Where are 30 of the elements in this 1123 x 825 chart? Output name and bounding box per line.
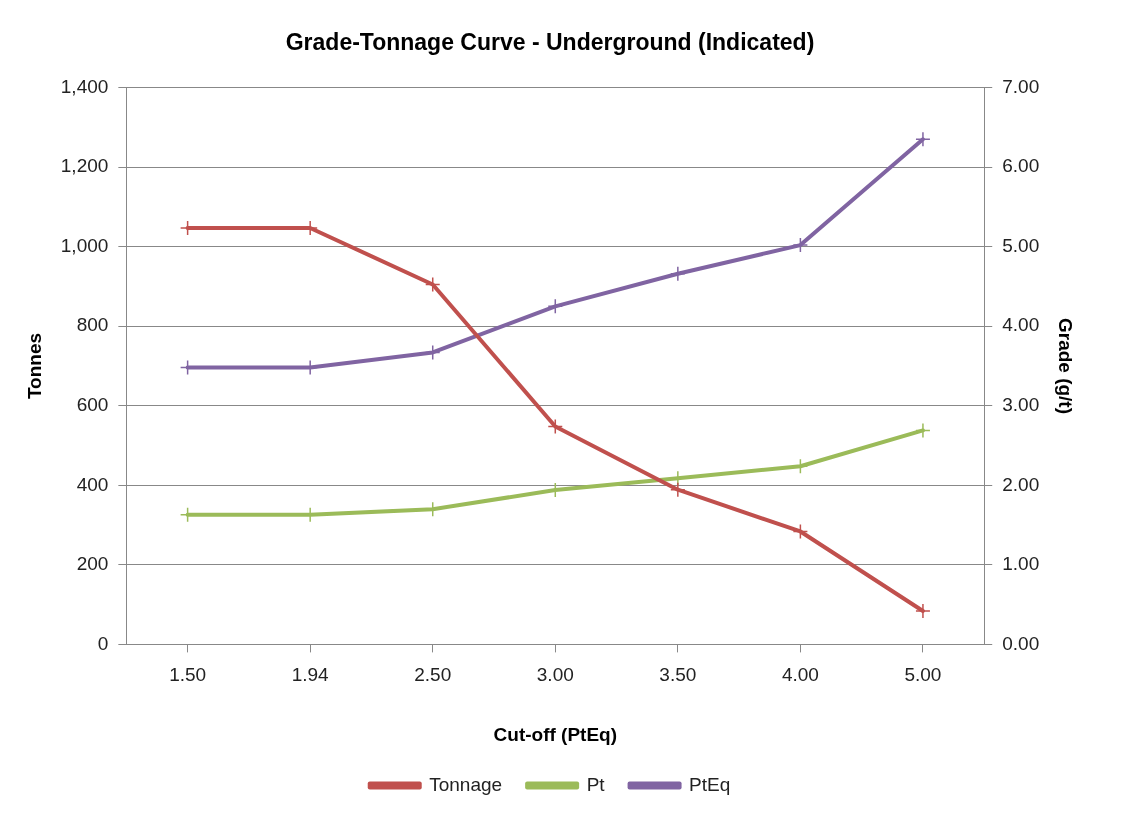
y2-tick-label: 1.00 [1002, 553, 1040, 575]
x-tick-label: 3.00 [536, 664, 574, 686]
y-tick-label: 600 [76, 394, 109, 416]
legend-label: Pt [586, 773, 606, 795]
x-tick-label: 3.50 [659, 664, 697, 686]
legend-label: Tonnage [429, 773, 503, 795]
y2-tick-label: 7.00 [1002, 75, 1040, 97]
x-tick-label: 5.00 [904, 664, 942, 686]
y-tick-label: 1,200 [60, 155, 109, 177]
y-tick-label: 400 [76, 473, 109, 495]
x-tick-label: 2.50 [414, 664, 452, 686]
y-axis-title: Tonnes [23, 332, 45, 400]
y-tick-label: 1,400 [60, 75, 109, 97]
x-tick-label: 1.50 [169, 664, 207, 686]
y-tick-label: 800 [76, 314, 109, 336]
y2-tick-label: 3.00 [1002, 394, 1040, 416]
y2-tick-label: 6.00 [1002, 155, 1040, 177]
chart-title: Grade-Tonnage Curve - Underground (Indicated) [285, 29, 815, 56]
x-axis-title: Cut-off (PtEq) [493, 723, 618, 745]
y-tick-label: 1,000 [60, 234, 109, 256]
y2-tick-label: 5.00 [1002, 234, 1040, 256]
x-tick-label: 4.00 [781, 664, 819, 686]
y2-axis-title: Grade (g/t) [1055, 317, 1077, 415]
y2-tick-label: 4.00 [1002, 314, 1040, 336]
legend-label: PtEq [689, 773, 731, 795]
y-tick-label: 0 [97, 632, 109, 654]
y2-tick-label: 0.00 [1002, 632, 1040, 654]
y-tick-label: 200 [76, 553, 109, 575]
x-tick-label: 1.94 [291, 664, 330, 686]
y2-tick-label: 2.00 [1002, 473, 1040, 495]
